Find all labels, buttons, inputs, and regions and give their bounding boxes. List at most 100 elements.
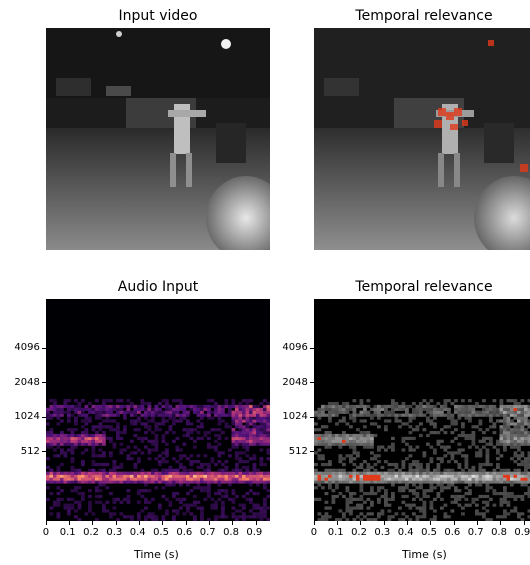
spectrogram-cell — [74, 416, 78, 420]
spectrogram-cell — [46, 445, 50, 449]
spectrogram-cell — [517, 474, 521, 478]
spectrogram-cell — [328, 483, 332, 487]
spectrogram-cell — [263, 442, 267, 446]
spectrogram-cell — [249, 410, 253, 414]
spectrogram-cell — [144, 413, 148, 417]
spectrogram-cell — [482, 500, 486, 504]
spectrogram-cell — [482, 407, 486, 411]
spectrogram-cell — [349, 454, 353, 458]
spectrogram-cell — [352, 506, 357, 510]
spectrogram-cell — [77, 486, 82, 490]
spectrogram-cell — [186, 428, 190, 432]
spectrogram-cell — [419, 468, 423, 472]
spectrogram-cell — [328, 404, 332, 409]
spectrogram-cell — [384, 489, 388, 493]
spectrogram-cell — [252, 422, 257, 426]
spectrogram-cell — [349, 460, 353, 464]
spectrogram-cell — [98, 483, 103, 487]
spectrogram-cell — [503, 509, 507, 513]
spectrogram-cell — [210, 410, 215, 414]
spectrogram-cell — [137, 436, 141, 441]
spectrogram-cell — [249, 436, 253, 441]
spectrogram-cell — [513, 460, 518, 464]
spectrogram-cell — [70, 439, 75, 443]
spectrogram-cell — [387, 503, 392, 507]
spectrogram-cell — [426, 433, 430, 438]
spectrogram-cell — [506, 422, 511, 426]
spectrogram-cell — [256, 410, 260, 414]
spectrogram-cell — [454, 404, 458, 409]
spectrogram-cell — [98, 442, 103, 446]
spectrogram-cell — [426, 462, 430, 467]
spectrogram-cell — [461, 404, 465, 409]
spectrogram-cell — [154, 425, 159, 429]
spectrogram-cell — [238, 419, 243, 423]
spectrogram-cell — [81, 419, 85, 423]
spectrogram-cell — [217, 483, 222, 487]
spectrogram-cell — [116, 474, 120, 478]
spectrogram-cell — [221, 512, 225, 516]
spectrogram-cell — [398, 468, 402, 472]
spectrogram-cell — [245, 413, 250, 417]
spectrogram-cell — [95, 436, 99, 441]
spectrogram-cell — [263, 500, 267, 504]
spectrogram-cell — [56, 454, 61, 458]
spectrogram-cell — [454, 500, 458, 504]
spectrogram-cell — [391, 442, 395, 446]
y-tick-label: 1024 — [282, 411, 308, 423]
spectrogram-cell — [377, 474, 381, 478]
spectrogram-cell — [422, 399, 427, 403]
spectrogram-cell — [510, 413, 514, 417]
spectrogram-cell — [328, 445, 332, 449]
spectrogram-cell — [63, 410, 68, 414]
spectrogram-cell — [49, 474, 54, 478]
spectrogram-cell — [380, 509, 385, 513]
spectrogram-cell — [95, 500, 99, 504]
spectrogram-cell — [485, 518, 490, 521]
spectrogram-cell — [366, 431, 371, 435]
spectrogram-cell — [429, 413, 434, 417]
spectrogram-cell — [401, 448, 406, 452]
spectrogram-cell — [454, 471, 458, 475]
spectrogram-cell — [207, 474, 211, 478]
spectrogram-cell — [60, 413, 64, 417]
spectrogram-cell — [433, 431, 437, 435]
spectrogram-cell — [56, 503, 61, 507]
spectrogram-cell — [256, 407, 260, 411]
spectrogram-cell — [77, 480, 82, 484]
spectrogram-cell — [137, 416, 141, 420]
spectrogram-cell — [98, 468, 103, 472]
spectrogram-cell — [95, 431, 99, 435]
spectrogram-cell — [207, 404, 211, 409]
spectrogram-cell — [489, 419, 493, 423]
spectrogram-cell — [137, 480, 141, 484]
spectrogram-cell — [165, 480, 169, 484]
spectrogram-cell — [422, 494, 427, 499]
spectrogram-cell — [224, 460, 229, 464]
spectrogram-cell — [207, 471, 211, 475]
spectrogram-cell — [210, 480, 215, 484]
spectrogram-cell — [359, 483, 364, 487]
spectrogram-cell — [46, 433, 50, 438]
spectrogram-cell — [485, 410, 490, 414]
spectrogram-cell — [200, 425, 204, 429]
spectrogram-cell — [53, 477, 57, 481]
spectrogram-cell — [370, 445, 374, 449]
spectrogram-cell — [200, 407, 204, 411]
spectrogram-cell — [242, 431, 246, 435]
spectrogram-cell — [468, 477, 472, 481]
spectrogram-cell — [224, 425, 229, 429]
spectrogram-cell — [256, 442, 260, 446]
spectrogram-cell — [49, 445, 54, 449]
spectrogram-cell — [256, 431, 260, 435]
spectrogram-cell — [214, 445, 218, 449]
spectrogram-cell — [359, 506, 364, 510]
spectrogram-cell — [489, 462, 493, 467]
spectrogram-cell — [433, 404, 437, 409]
spectrogram-cell — [235, 465, 239, 470]
spectrogram-cell — [179, 462, 183, 467]
spectrogram-cell — [67, 442, 71, 446]
spectrogram-cell — [443, 425, 448, 429]
spectrogram-cell — [70, 489, 75, 493]
spectrogram-cell — [231, 410, 236, 414]
